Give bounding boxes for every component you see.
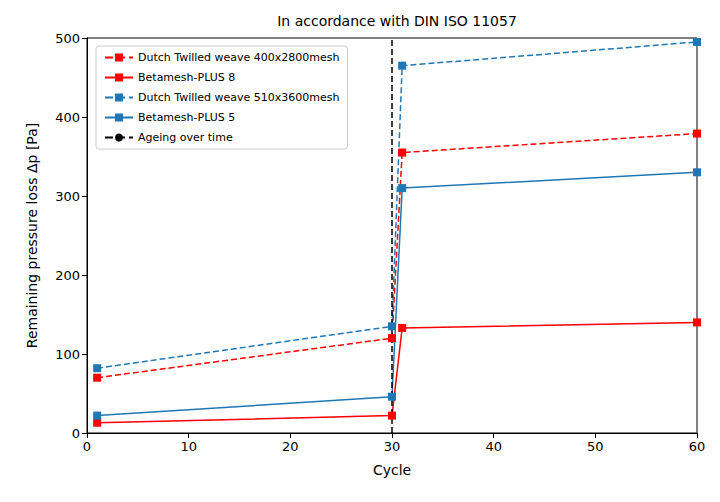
svg-text:100: 100 [55,347,80,362]
svg-text:60: 60 [689,439,706,454]
svg-text:20: 20 [282,439,299,454]
svg-text:40: 40 [485,439,502,454]
svg-text:In accordance with DIN ISO 110: In accordance with DIN ISO 11057 [277,13,517,29]
svg-text:0: 0 [83,439,91,454]
svg-text:Ageing over time: Ageing over time [138,131,233,144]
svg-text:30: 30 [384,439,401,454]
svg-text:200: 200 [55,268,80,283]
svg-text:300: 300 [55,189,80,204]
svg-text:10: 10 [180,439,197,454]
svg-text:400: 400 [55,110,80,125]
svg-text:Dutch Twilled weave 400x2800me: Dutch Twilled weave 400x2800mesh [138,51,340,64]
svg-text:50: 50 [587,439,604,454]
svg-text:0: 0 [72,426,80,441]
svg-text:500: 500 [55,31,80,46]
svg-text:Betamesh-PLUS 5: Betamesh-PLUS 5 [138,111,235,124]
svg-text:Betamesh-PLUS 8: Betamesh-PLUS 8 [138,71,235,84]
svg-text:Remaining pressure loss Δp [Pa: Remaining pressure loss Δp [Pa] [24,123,40,348]
svg-text:Cycle: Cycle [373,462,411,478]
svg-text:Dutch Twilled weave 510x3600me: Dutch Twilled weave 510x3600mesh [138,91,340,104]
